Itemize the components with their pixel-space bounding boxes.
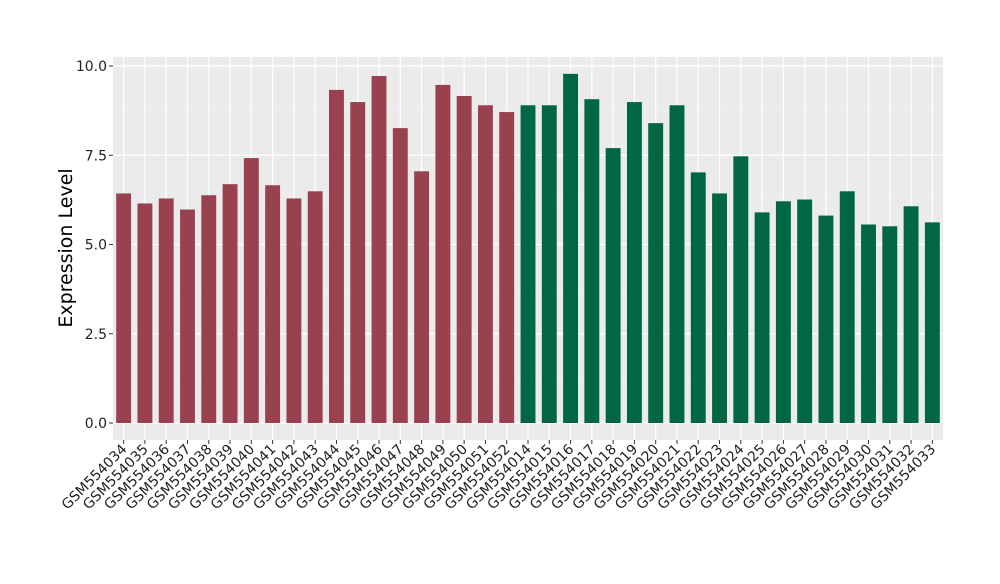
bar-GSM554015 bbox=[541, 105, 557, 424]
bar-GSM554031 bbox=[882, 226, 898, 423]
bar-GSM554023 bbox=[712, 193, 727, 423]
bar-GSM554030 bbox=[861, 224, 876, 423]
bar-GSM554027 bbox=[797, 199, 813, 423]
bar-GSM554050 bbox=[456, 95, 472, 423]
bar-GSM554041 bbox=[265, 185, 281, 423]
bar-GSM554039 bbox=[222, 184, 238, 423]
bar-GSM554044 bbox=[329, 89, 344, 423]
bar-GSM554028 bbox=[818, 215, 834, 423]
bar-GSM554048 bbox=[414, 171, 430, 423]
y-axis-label: Expression Level bbox=[55, 168, 77, 327]
bar-GSM554014 bbox=[520, 105, 536, 424]
bar-GSM554045 bbox=[350, 102, 366, 423]
bar-GSM554043 bbox=[307, 191, 323, 423]
bar-GSM554038 bbox=[201, 195, 217, 423]
bar-GSM554052 bbox=[499, 112, 515, 423]
bar-GSM554049 bbox=[435, 84, 451, 424]
bar-GSM554024 bbox=[733, 156, 749, 424]
y-tick-label: 10.0 bbox=[76, 59, 107, 75]
bar-GSM554017 bbox=[584, 99, 600, 424]
bar-GSM554040 bbox=[243, 158, 259, 423]
bar-GSM554042 bbox=[286, 198, 302, 423]
bar-GSM554046 bbox=[371, 75, 387, 423]
bar-GSM554047 bbox=[392, 128, 408, 424]
bar-GSM554020 bbox=[648, 123, 664, 424]
bar-GSM554021 bbox=[669, 105, 685, 424]
y-tick-label: 7.5 bbox=[85, 148, 107, 164]
bar-GSM554033 bbox=[924, 222, 940, 423]
bar-GSM554037 bbox=[180, 209, 195, 423]
y-tick-label: 0.0 bbox=[85, 416, 107, 432]
bar-GSM554025 bbox=[754, 212, 770, 423]
y-tick-label: 5.0 bbox=[85, 238, 107, 254]
bar-GSM554036 bbox=[158, 198, 174, 423]
y-tick-label: 2.5 bbox=[85, 327, 107, 343]
bar-GSM554029 bbox=[839, 191, 855, 423]
bar-GSM554016 bbox=[563, 73, 579, 423]
bar-GSM554019 bbox=[626, 102, 642, 423]
bar-GSM554018 bbox=[605, 148, 621, 424]
bar-GSM554051 bbox=[477, 105, 493, 424]
bar-GSM554022 bbox=[690, 172, 706, 423]
bar-GSM554035 bbox=[137, 203, 153, 423]
bar-GSM554034 bbox=[116, 193, 132, 423]
bar-GSM554026 bbox=[775, 201, 791, 423]
bar-GSM554032 bbox=[903, 206, 919, 423]
